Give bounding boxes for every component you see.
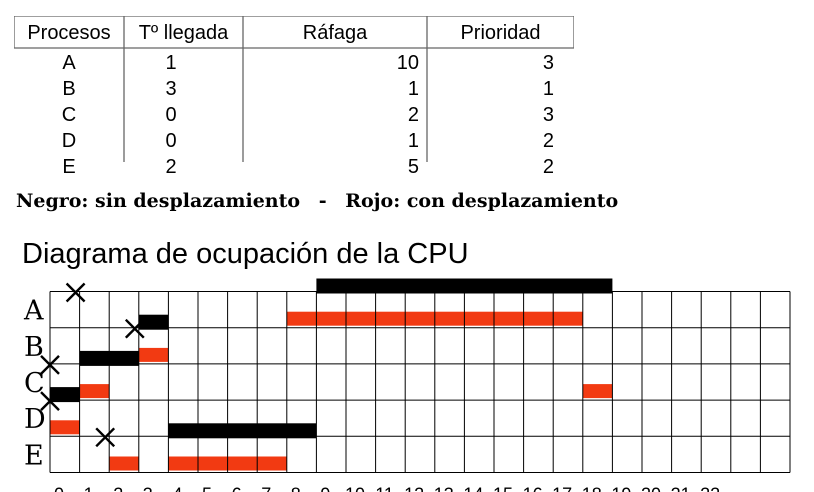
legend: Negro: sin desplazamiento - Rojo: con de… bbox=[16, 190, 618, 212]
table-cell: A bbox=[62, 52, 76, 74]
process-label-b: B bbox=[24, 332, 44, 363]
time-label: 5 bbox=[202, 485, 212, 492]
table-cell: 3 bbox=[543, 52, 554, 74]
time-label: 9 bbox=[320, 485, 330, 492]
time-label: 7 bbox=[261, 485, 271, 492]
time-label: 14 bbox=[463, 485, 483, 492]
arrival-mark-c bbox=[40, 355, 60, 375]
time-label: 3 bbox=[143, 485, 153, 492]
legend-red-label: Rojo: con desplazamiento bbox=[345, 190, 619, 212]
time-label: 18 bbox=[582, 485, 602, 492]
arrival-mark-e bbox=[95, 427, 116, 448]
time-label: 11 bbox=[375, 485, 394, 492]
time-label: 16 bbox=[523, 485, 543, 492]
red-bar-c bbox=[582, 384, 613, 399]
legend-separator: - bbox=[318, 190, 327, 212]
arrival-mark-b bbox=[124, 318, 145, 339]
table-cell: 2 bbox=[408, 104, 419, 126]
table-cell: 2 bbox=[165, 156, 176, 178]
table-cell: C bbox=[62, 104, 76, 126]
table-header-cell: Tº llegada bbox=[139, 22, 229, 44]
table-lines bbox=[14, 16, 574, 162]
time-label: 8 bbox=[291, 485, 301, 492]
time-label: 22 bbox=[700, 485, 720, 492]
black-bar-e bbox=[168, 423, 317, 439]
time-label: 15 bbox=[493, 485, 513, 492]
black-bar-a bbox=[316, 278, 613, 294]
time-label: 10 bbox=[345, 485, 365, 492]
time-label: 17 bbox=[552, 485, 572, 492]
table-header-cell: Prioridad bbox=[460, 22, 540, 44]
process-label-d: D bbox=[24, 404, 46, 435]
table-cell: 1 bbox=[165, 52, 176, 74]
table-cell: 3 bbox=[543, 104, 554, 126]
arrival-mark-a bbox=[65, 282, 86, 303]
table-cell: E bbox=[62, 156, 75, 178]
table-cell: 1 bbox=[408, 78, 419, 100]
table-cell: B bbox=[62, 78, 75, 100]
red-bar-e bbox=[109, 456, 139, 471]
time-label: 2 bbox=[113, 485, 123, 492]
time-label: 6 bbox=[232, 485, 242, 492]
diagram-title: Diagrama de ocupación de la CPU bbox=[22, 238, 469, 270]
time-label: 21 bbox=[671, 485, 691, 492]
table-cell: 10 bbox=[397, 52, 419, 74]
arrival-mark-d bbox=[40, 391, 60, 411]
table-cell: 3 bbox=[165, 78, 176, 100]
table-header-cell: Ráfaga bbox=[303, 22, 368, 44]
table-cell: 2 bbox=[543, 156, 554, 178]
time-label: 13 bbox=[434, 485, 454, 492]
execution-bars bbox=[50, 278, 613, 471]
table-cell: D bbox=[62, 130, 76, 152]
red-bar-b bbox=[138, 347, 169, 362]
process-label-e: E bbox=[24, 440, 44, 471]
legend-black-label: Negro: sin desplazamiento bbox=[16, 190, 301, 212]
time-label: 19 bbox=[611, 485, 631, 492]
table-cell: 5 bbox=[408, 156, 419, 178]
table-cell: 0 bbox=[165, 104, 176, 126]
process-label-a: A bbox=[23, 296, 44, 327]
time-label: 20 bbox=[641, 485, 661, 492]
time-label: 12 bbox=[404, 485, 424, 492]
table-cell: 1 bbox=[543, 78, 554, 100]
black-bar-d bbox=[50, 387, 80, 403]
table-header-cell: Procesos bbox=[27, 22, 110, 44]
black-bar-b bbox=[138, 314, 169, 330]
red-bar-c bbox=[79, 384, 110, 399]
arrival-marks bbox=[40, 282, 145, 448]
table-cell: 2 bbox=[543, 130, 554, 152]
time-label: 0 bbox=[54, 485, 64, 492]
time-axis: 012345678910111213141516171819202122 bbox=[54, 485, 720, 492]
grid bbox=[49, 291, 791, 473]
table-cell: 1 bbox=[408, 130, 419, 152]
red-bar-d bbox=[50, 420, 80, 435]
time-label: 4 bbox=[172, 485, 182, 492]
table-cell: 0 bbox=[165, 130, 176, 152]
time-label: 1 bbox=[84, 485, 94, 492]
process-label-c: C bbox=[24, 368, 45, 399]
